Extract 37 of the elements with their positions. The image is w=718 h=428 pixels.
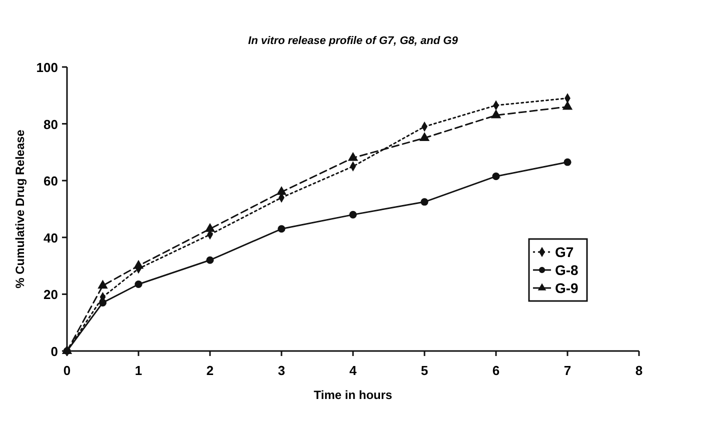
x-tick-label: 2: [206, 363, 214, 378]
x-tick-label: 0: [63, 363, 71, 378]
point: [278, 225, 286, 233]
y-tick-label: 80: [44, 116, 58, 132]
chart-title: In vitro release profile of G7, G8, and G9: [248, 35, 459, 47]
x-tick-label: 1: [134, 363, 142, 378]
y-tick-label: 60: [44, 174, 58, 189]
point: [492, 172, 500, 180]
point: [349, 210, 357, 218]
x-axis-title: Time in hours: [314, 388, 393, 402]
x-tick-label: 5: [420, 363, 428, 378]
x-tick-label: 3: [278, 363, 286, 378]
point: [420, 198, 428, 206]
y-tick-label: 100: [36, 60, 58, 75]
y-tick-label: 40: [44, 230, 58, 246]
x-tick-label: 8: [635, 363, 643, 378]
y-tick-label: 0: [50, 344, 58, 359]
legend-label: G7: [555, 244, 574, 260]
legend-label: G-8: [555, 262, 579, 278]
point: [419, 132, 430, 141]
point: [276, 186, 287, 195]
point: [204, 222, 216, 232]
point: [562, 100, 573, 110]
point: [490, 109, 502, 118]
point: [98, 280, 108, 289]
point: [564, 158, 572, 166]
point: [133, 260, 144, 269]
point: [134, 280, 142, 288]
y-tick-label: 20: [44, 287, 58, 302]
x-tick-label: 4: [349, 363, 358, 378]
point: [98, 298, 107, 306]
x-tick-label: 7: [564, 363, 572, 378]
x-tick-label: 6: [492, 363, 500, 378]
y-axis-title: % Cumulative Drug Release: [13, 129, 27, 288]
point: [206, 256, 214, 264]
point: [348, 152, 358, 161]
legend-label: G-9: [555, 280, 579, 296]
